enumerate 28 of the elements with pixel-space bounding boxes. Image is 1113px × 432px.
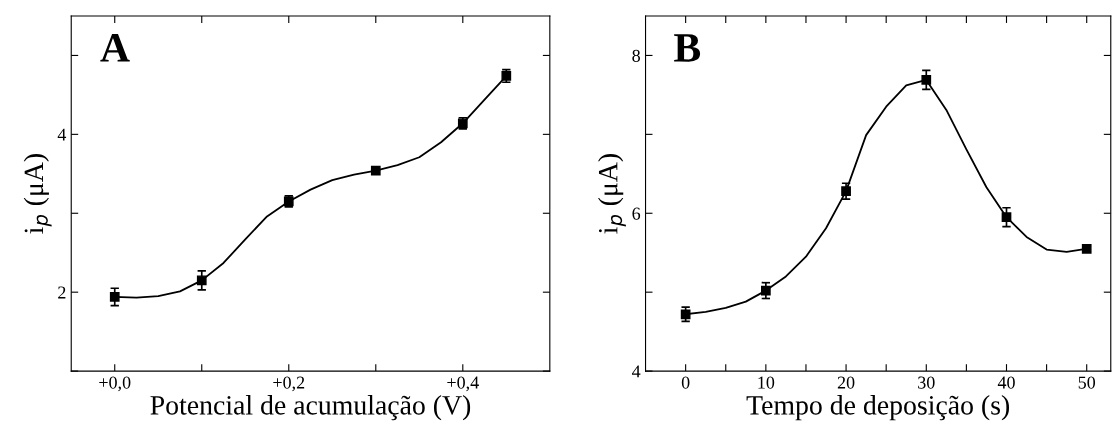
x-tick-label: +0,2 xyxy=(273,376,305,392)
annotation: A xyxy=(100,34,130,62)
y-tick-label: 8 xyxy=(632,49,640,62)
x-tick-label: 50 xyxy=(1078,376,1096,389)
point xyxy=(760,285,771,296)
y-axis-title: i$_{p}$ (μA) xyxy=(23,154,52,234)
x-tick-label: +0,4 xyxy=(447,376,479,392)
point xyxy=(1081,243,1092,254)
x-tick-label: 20 xyxy=(837,376,855,389)
x-tick-label: 30 xyxy=(918,376,935,389)
y-tick-label: 6 xyxy=(632,207,641,220)
point xyxy=(921,75,932,85)
x-tick-label: +0,0 xyxy=(99,376,131,392)
x-tick-label: 10 xyxy=(758,376,775,389)
x-tick-label: 0 xyxy=(681,376,690,389)
y-tick-label: 4 xyxy=(57,128,67,141)
point xyxy=(196,275,207,286)
point xyxy=(370,165,381,176)
y-tick-label: 4 xyxy=(632,365,641,378)
x-axis-title: Tempo de deposição (s) xyxy=(746,395,1010,421)
point xyxy=(1001,212,1012,223)
x-tick-label: 40 xyxy=(997,376,1015,389)
annotation: B xyxy=(674,34,701,62)
point xyxy=(109,292,120,302)
y-axis-title: i$_{p}$ (μA) xyxy=(598,154,626,234)
y-tick-label: 2 xyxy=(58,286,66,299)
x-axis-title: Potencial de acumulação (V) xyxy=(150,395,471,421)
point xyxy=(841,186,851,197)
